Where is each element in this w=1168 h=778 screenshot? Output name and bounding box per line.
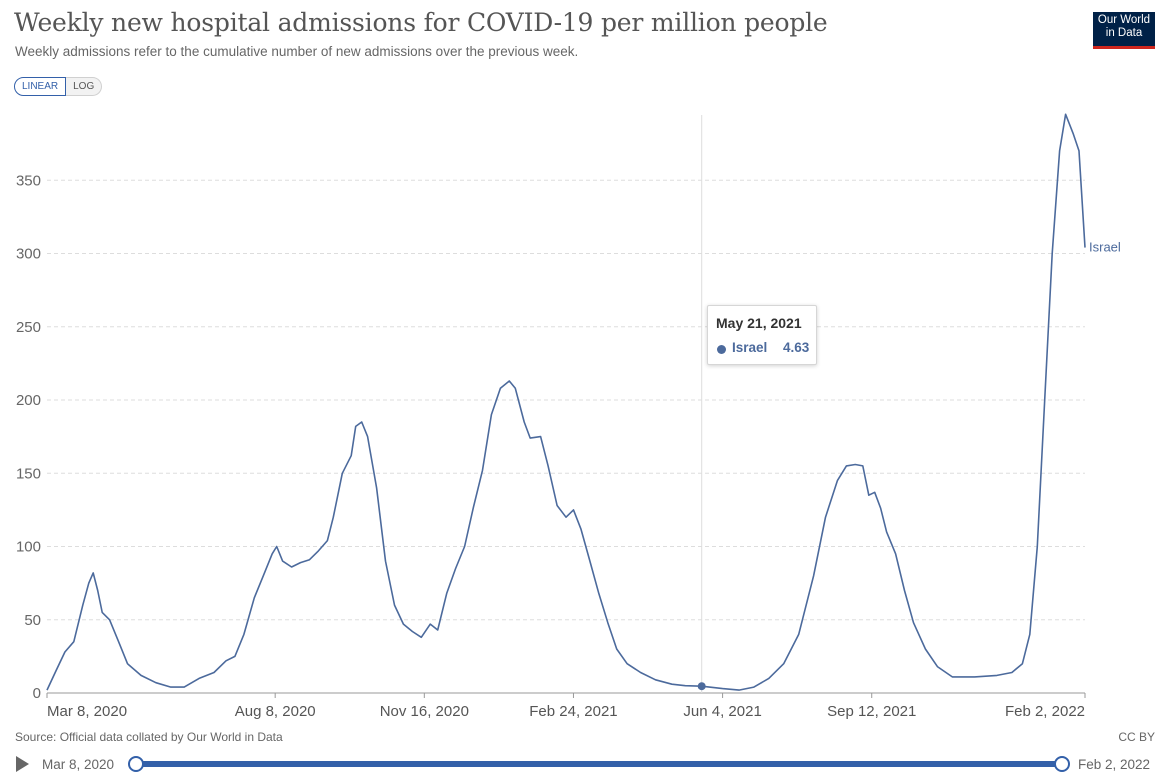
chart-title: Weekly new hospital admissions for COVID… [14,8,828,37]
source-note: Source: Official data collated by Our Wo… [15,730,283,744]
series-label-israel: Israel [1089,240,1121,255]
scale-toggle: LINEAR LOG [14,77,103,96]
log-scale-button[interactable]: LOG [66,77,103,96]
logo-line-2: in Data [1105,27,1143,39]
timeline-end-handle[interactable] [1054,756,1070,772]
chart-subtitle: Weekly admissions refer to the cumulativ… [15,44,579,59]
tooltip-value: 4.63 [783,340,810,355]
x-tick-label: Mar 8, 2020 [47,703,127,720]
hover-point [697,682,706,691]
x-tick-label: Aug 8, 2020 [235,703,316,720]
x-tick-label: Jun 4, 2021 [683,703,761,720]
timeline-start-handle[interactable] [128,756,144,772]
license-link[interactable]: CC BY [1118,730,1155,744]
y-tick-label: 300 [16,246,41,263]
x-tick-label: Feb 24, 2021 [529,703,617,720]
logo-accent-bar [1093,46,1155,49]
timeline-start-label: Mar 8, 2020 [42,757,115,772]
tooltip-date: May 21, 2021 [716,315,802,331]
y-tick-label: 150 [16,465,41,482]
play-icon[interactable] [16,756,29,772]
linear-scale-button[interactable]: LINEAR [14,77,67,96]
y-tick-label: 200 [16,392,41,409]
y-tick-label: 0 [33,685,41,702]
y-tick-label: 50 [24,612,41,629]
x-tick-label: Feb 2, 2022 [1005,703,1085,720]
x-tick-label: Nov 16, 2020 [380,703,469,720]
hover-tooltip: May 21, 2021 Israel 4.63 [707,305,817,365]
series-line-israel [46,113,1086,691]
x-tick-label: Sep 12, 2021 [827,703,916,720]
timeline-track[interactable] [135,761,1061,767]
tooltip-series-name: Israel [732,340,768,355]
timeline-end-label: Feb 2, 2022 [1078,757,1151,772]
y-tick-label: 350 [16,172,41,189]
logo-line-1: Our World [1097,14,1151,26]
tooltip-series-dot [717,345,726,354]
owid-logo[interactable]: Our World in Data [1093,12,1155,49]
y-tick-label: 100 [16,539,41,556]
y-tick-label: 250 [16,319,41,336]
